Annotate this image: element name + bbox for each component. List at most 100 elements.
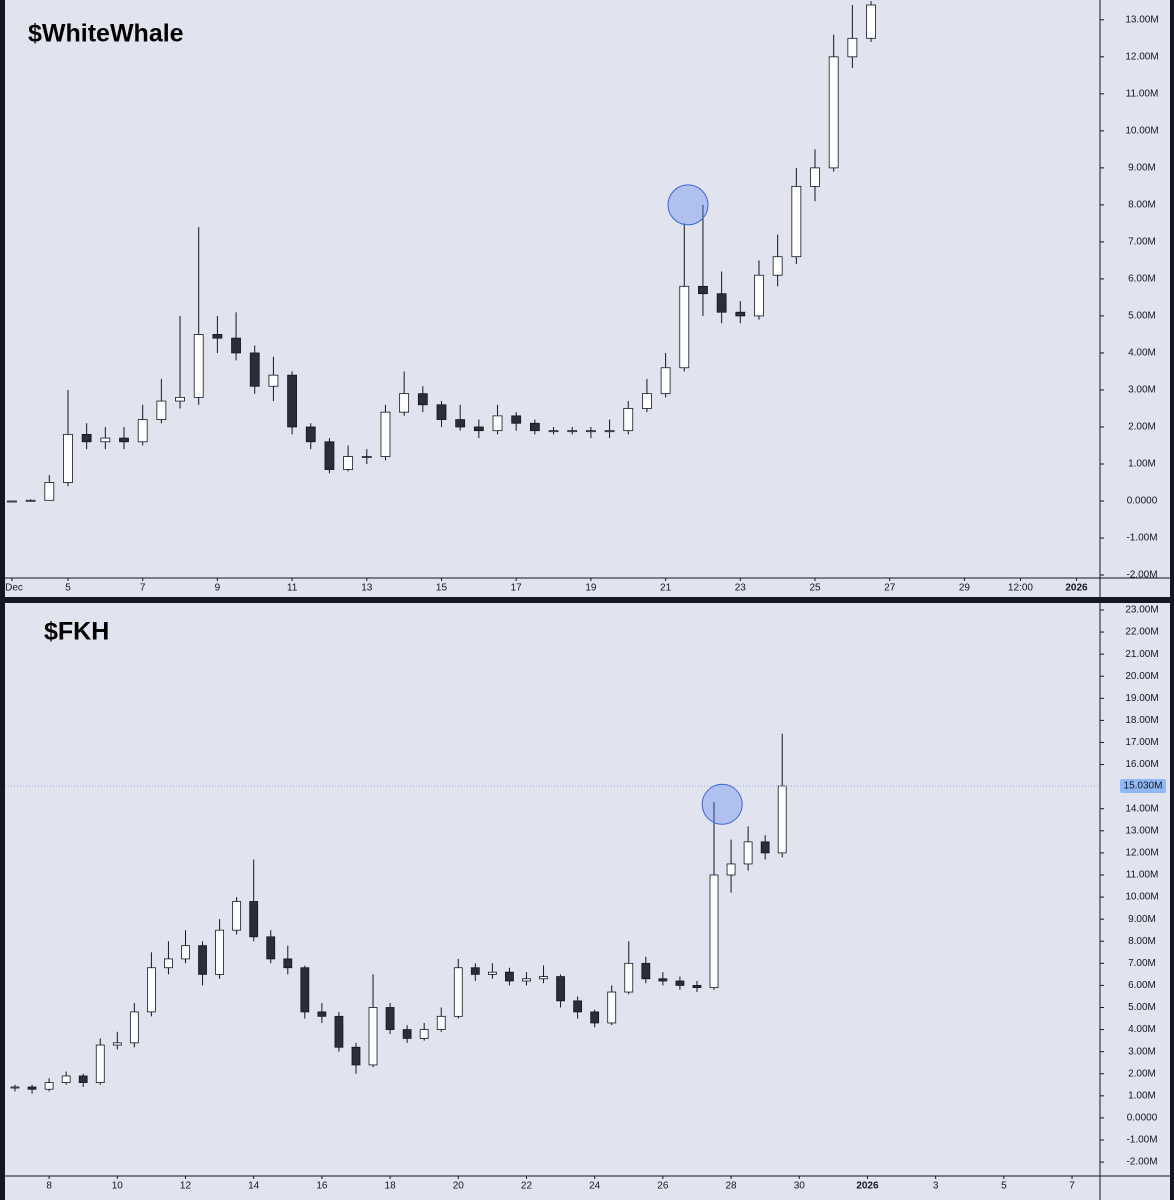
candle-body <box>487 971 497 975</box>
panel: 23.00M 22.00M 21.00M 20.00M 19.00M 18.00M 17.0… <box>5 603 1170 1200</box>
x-tick-label: 27 <box>884 583 896 594</box>
x-tick-label: 7 <box>1069 1181 1075 1192</box>
y-tick-label: 13.00M <box>1125 14 1158 25</box>
candle-body <box>573 1000 583 1013</box>
y-tick-label: 0.0000 <box>1127 1113 1158 1124</box>
candle-body <box>44 1082 54 1090</box>
candle-body <box>470 967 480 975</box>
candle-body <box>317 1011 327 1017</box>
last-price-label: 15.030M <box>1124 781 1163 792</box>
candle-body <box>402 1029 412 1039</box>
x-tick-label: 2026 <box>856 1181 879 1192</box>
y-tick-label: 5.00M <box>1128 1002 1156 1013</box>
candle-body <box>735 311 746 317</box>
y-tick-label: 9.00M <box>1128 914 1156 925</box>
candle-body <box>324 441 335 470</box>
candle-body <box>866 4 876 39</box>
plot-area <box>7 1 876 503</box>
candle-body <box>623 408 634 432</box>
candle-body <box>847 37 858 58</box>
candle-body <box>679 285 690 369</box>
y-tick-label: 3.00M <box>1128 1046 1156 1057</box>
y-tick-label: 10.00M <box>1125 892 1158 903</box>
x-tick-label: 12 <box>180 1181 192 1192</box>
candle-body <box>61 1075 71 1083</box>
y-tick-label: 19.00M <box>1125 693 1158 704</box>
y-tick-label: 18.00M <box>1125 715 1158 726</box>
y-tick-label: 12.00M <box>1125 848 1158 859</box>
candle-body <box>522 978 531 982</box>
y-tick-label: -2.00M <box>1126 1157 1157 1168</box>
x-tick-label: 30 <box>794 1181 806 1192</box>
y-tick-label: 17.00M <box>1125 737 1158 748</box>
candle-body <box>754 274 764 317</box>
candle-body <box>473 426 484 432</box>
y-tick-label: 21.00M <box>1125 649 1158 660</box>
candle-body <box>810 167 820 187</box>
x-tick-label: 14 <box>248 1181 260 1192</box>
y-tick-label: 23.00M <box>1125 605 1158 616</box>
candle-body <box>698 285 708 295</box>
candle-body <box>368 1007 378 1066</box>
candle-body <box>231 337 241 354</box>
candle-body <box>63 433 73 483</box>
candle-body <box>777 785 787 854</box>
candle-body <box>660 367 671 395</box>
candle-body <box>287 374 297 428</box>
candle-body <box>828 56 839 169</box>
y-tick-label: 13.00M <box>1125 825 1158 836</box>
y-tick-label: 16.00M <box>1125 759 1158 770</box>
panel-background <box>5 603 1170 1200</box>
x-tick-label: 9 <box>215 583 221 594</box>
y-tick-label: 1.00M <box>1128 459 1156 470</box>
x-tick-label: 5 <box>1001 1181 1007 1192</box>
highlight-circle <box>701 783 743 825</box>
candle-body <box>232 901 242 931</box>
highlight-circle <box>667 184 709 226</box>
candle-body <box>343 456 354 470</box>
candle-body <box>529 422 540 432</box>
candle-body <box>112 1042 122 1046</box>
candle-body <box>641 962 651 980</box>
candle-body <box>567 430 578 433</box>
candle-body <box>743 841 753 865</box>
plot-area <box>10 733 787 1094</box>
candle-body <box>156 400 167 420</box>
x-tick-label: 5 <box>65 583 71 594</box>
x-tick-label: 11 <box>287 583 298 594</box>
x-tick-label: 16 <box>316 1181 328 1192</box>
candle-body <box>300 967 310 1013</box>
y-tick-label: -1.00M <box>1126 533 1157 544</box>
candle-body <box>709 874 719 989</box>
y-tick-label: 1.00M <box>1128 1090 1156 1101</box>
x-tick-label: 20 <box>453 1181 465 1192</box>
y-tick-label: 12.00M <box>1125 51 1158 62</box>
chart-title: $WhiteWhale <box>28 20 184 48</box>
candle-body <box>716 293 727 313</box>
y-tick-label: 4.00M <box>1128 348 1156 359</box>
candle-body <box>556 976 565 1002</box>
candle-body <box>95 1044 105 1083</box>
y-tick-label: 22.00M <box>1125 627 1158 638</box>
candle-body <box>249 901 259 938</box>
candle-body <box>585 430 596 433</box>
x-tick-label: 18 <box>385 1181 397 1192</box>
candle-body <box>10 1086 20 1089</box>
candle-body <box>7 500 17 503</box>
x-tick-label: 25 <box>809 583 821 594</box>
x-tick-label: 23 <box>735 583 747 594</box>
candle-body <box>81 433 92 443</box>
x-tick-label: 17 <box>511 583 523 594</box>
candle-body <box>25 499 36 502</box>
candle-body <box>164 958 173 969</box>
candle-body <box>44 482 55 501</box>
x-tick-label: Dec <box>5 583 23 594</box>
panel-background <box>5 0 1170 597</box>
candle-body <box>604 430 615 433</box>
candle-body <box>334 1015 344 1048</box>
candle-body <box>455 419 466 428</box>
y-tick-label: 11.00M <box>1126 88 1159 99</box>
candle-body <box>642 393 652 409</box>
x-tick-label: 19 <box>585 583 597 594</box>
